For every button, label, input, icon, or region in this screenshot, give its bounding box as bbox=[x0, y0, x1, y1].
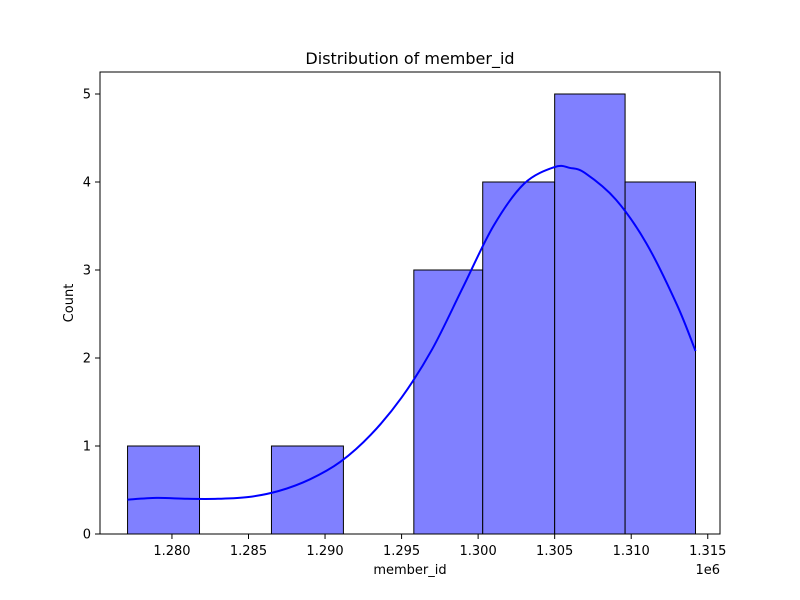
histogram-bar-4 bbox=[413, 269, 484, 535]
kde-curve bbox=[127, 164, 697, 501]
y-tick-label: 4 bbox=[83, 176, 91, 191]
chart-title: Distribution of member_id bbox=[305, 49, 514, 69]
y-tick-label: 3 bbox=[83, 264, 91, 279]
y-tick-label: 2 bbox=[83, 352, 91, 367]
histogram-bar-6 bbox=[554, 93, 626, 535]
y-axis-ticks: 0 1 2 3 4 5 bbox=[83, 88, 100, 543]
x-tick-label: 1.295 bbox=[383, 544, 420, 559]
histogram-bar-5 bbox=[482, 181, 556, 535]
x-axis-offset-label: 1e6 bbox=[695, 563, 720, 578]
histogram-bar-0 bbox=[127, 445, 201, 535]
x-tick-label: 1.280 bbox=[153, 544, 190, 559]
histogram-bar-7 bbox=[624, 181, 697, 535]
x-tick-label: 1.300 bbox=[460, 544, 497, 559]
x-tick-label: 1.290 bbox=[306, 544, 343, 559]
x-tick-label: 1.310 bbox=[613, 544, 650, 559]
y-tick-label: 1 bbox=[83, 440, 91, 455]
y-tick-label: 0 bbox=[83, 528, 91, 543]
y-axis-label: Count bbox=[62, 284, 77, 323]
x-tick-label: 1.315 bbox=[689, 544, 726, 559]
histogram-bars bbox=[127, 93, 697, 535]
plot-area-frame bbox=[99, 71, 721, 535]
x-tick-label: 1.305 bbox=[536, 544, 573, 559]
x-axis-label: member_id bbox=[373, 563, 446, 578]
x-tick-label: 1.285 bbox=[230, 544, 267, 559]
y-tick-label: 5 bbox=[83, 88, 91, 103]
x-axis-ticks: 1.280 1.285 1.290 1.295 1.300 1.305 1.310 1.315 bbox=[153, 534, 726, 559]
